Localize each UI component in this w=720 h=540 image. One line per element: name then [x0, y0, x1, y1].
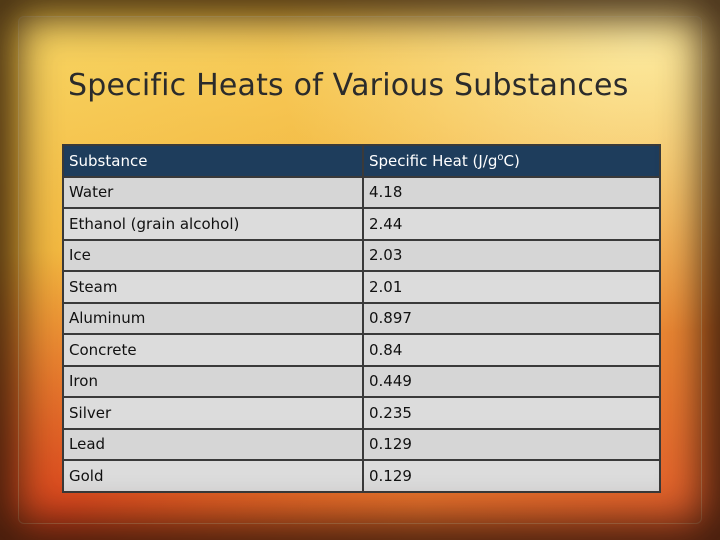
specific-heat-table: Substance Specific Heat (J/goC) Water 4.…	[62, 144, 661, 493]
cell-substance: Ice	[62, 238, 364, 272]
table-row: Silver 0.235	[62, 396, 661, 430]
cell-substance: Aluminum	[62, 301, 364, 335]
header-specific-heat-suffix: C)	[503, 151, 520, 170]
header-substance: Substance	[62, 144, 364, 178]
cell-specific-heat: 2.44	[362, 207, 661, 241]
table-row: Steam 2.01	[62, 270, 661, 304]
table-row: Gold 0.129	[62, 459, 661, 493]
cell-specific-heat: 0.897	[362, 301, 661, 335]
cell-substance: Lead	[62, 427, 364, 461]
table-row: Aluminum 0.897	[62, 301, 661, 335]
table-row: Water 4.18	[62, 175, 661, 209]
cell-specific-heat: 0.129	[362, 459, 661, 493]
table-row: Iron 0.449	[62, 364, 661, 398]
cell-substance: Silver	[62, 396, 364, 430]
header-specific-heat: Specific Heat (J/goC)	[362, 144, 661, 178]
cell-substance: Steam	[62, 270, 364, 304]
cell-substance: Water	[62, 175, 364, 209]
cell-specific-heat: 2.03	[362, 238, 661, 272]
cell-substance: Iron	[62, 364, 364, 398]
table-row: Ice 2.03	[62, 238, 661, 272]
table-row: Ethanol (grain alcohol) 2.44	[62, 207, 661, 241]
cell-specific-heat: 0.449	[362, 364, 661, 398]
cell-substance: Concrete	[62, 333, 364, 367]
table-row: Lead 0.129	[62, 427, 661, 461]
cell-specific-heat: 2.01	[362, 270, 661, 304]
cell-substance: Gold	[62, 459, 364, 493]
table-row: Concrete 0.84	[62, 333, 661, 367]
header-specific-heat-degree: o	[497, 151, 504, 163]
slide-title: Specific Heats of Various Substances	[68, 68, 629, 103]
header-specific-heat-prefix: Specific Heat (J/g	[369, 151, 498, 170]
cell-specific-heat: 0.235	[362, 396, 661, 430]
cell-specific-heat: 4.18	[362, 175, 661, 209]
cell-specific-heat: 0.129	[362, 427, 661, 461]
table-header-row: Substance Specific Heat (J/goC)	[62, 144, 661, 178]
cell-substance: Ethanol (grain alcohol)	[62, 207, 364, 241]
cell-specific-heat: 0.84	[362, 333, 661, 367]
